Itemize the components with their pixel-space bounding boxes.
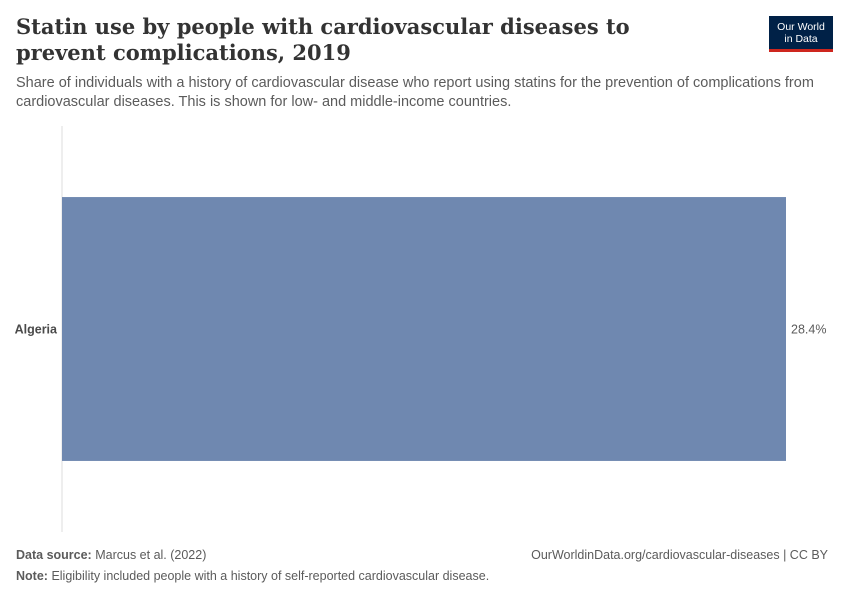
- chart-title: Statin use by people with cardiovascular…: [16, 14, 630, 65]
- chart-note: Note: Eligibility included people with a…: [16, 569, 489, 583]
- bar-algeria[interactable]: [62, 197, 786, 461]
- logo-line-2: in Data: [784, 33, 818, 45]
- data-source-text[interactable]: Marcus et al. (2022): [95, 548, 207, 562]
- chart-subtitle: Share of individuals with a history of c…: [16, 75, 814, 110]
- source-url-license[interactable]: OurWorldinData.org/cardiovascular-diseas…: [531, 548, 828, 562]
- owid-logo[interactable]: Our World in Data: [769, 16, 833, 52]
- data-source: Data source: Marcus et al. (2022): [16, 548, 206, 562]
- bar-chart: Algeria 28.4%: [15, 126, 826, 532]
- value-label: 28.4%: [791, 323, 826, 337]
- data-source-label: Data source:: [16, 548, 92, 562]
- note-label: Note:: [16, 569, 48, 583]
- category-label: Algeria: [15, 323, 58, 337]
- note-text: Eligibility included people with a histo…: [51, 569, 490, 583]
- logo-line-1: Our World: [777, 21, 825, 33]
